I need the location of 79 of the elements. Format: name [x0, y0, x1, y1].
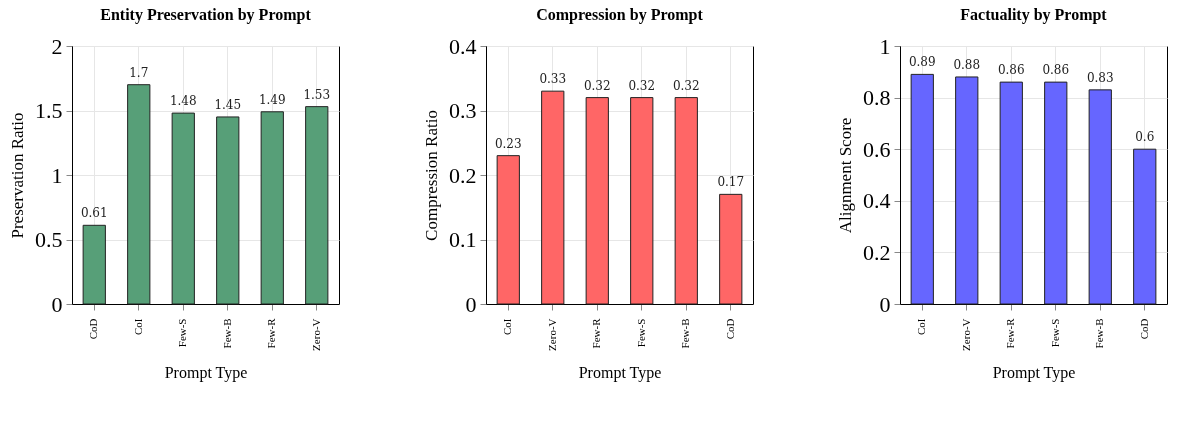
- x-tick-label: Few-R: [1004, 317, 1017, 349]
- data-label: 0.32: [583, 78, 611, 93]
- y-tick-label: 0.1: [449, 227, 477, 252]
- x-axis-title: Prompt Type: [992, 363, 1076, 382]
- x-tick-label: CoD: [87, 318, 100, 340]
- bar: [585, 97, 609, 305]
- x-axis-title: Prompt Type: [578, 363, 662, 382]
- y-tick-label: 0.8: [863, 85, 891, 111]
- data-label: 1.53: [303, 87, 331, 102]
- x-tick-label: Few-R: [265, 317, 278, 349]
- bar: [260, 111, 284, 305]
- x-tick-label: Few-S: [1048, 318, 1061, 348]
- data-label: 0.61: [80, 206, 108, 221]
- y-tick-label: 0.6: [863, 136, 891, 162]
- x-tick-label: CoI: [131, 318, 144, 335]
- y-axis-title: Preservation Ratio: [8, 112, 27, 239]
- x-tick-label: Few-R: [590, 317, 603, 349]
- chart-title: Compression by Prompt: [536, 6, 704, 24]
- y-axis-title: Alignment Score: [836, 117, 855, 234]
- x-tick-label: Few-B: [679, 318, 692, 349]
- x-tick-label: CoD: [1137, 318, 1150, 340]
- x-tick-label: Zero-V: [959, 318, 972, 351]
- y-axis-title: Compression Ratio: [422, 110, 441, 241]
- data-label: 0.88: [953, 57, 981, 72]
- data-label: 0.86: [997, 63, 1025, 78]
- bar: [82, 224, 106, 305]
- y-tick-label: 0: [51, 291, 63, 317]
- y-tick-label: 0.2: [863, 239, 891, 265]
- y-tick-label: 1: [879, 33, 891, 59]
- data-label: 0.32: [672, 78, 700, 93]
- data-label: 1.48: [169, 94, 197, 109]
- bar: [305, 106, 329, 305]
- bar: [630, 97, 654, 305]
- data-label: 0.89: [908, 55, 936, 70]
- data-label: 1.45: [214, 97, 242, 112]
- x-tick-label: CoI: [501, 318, 514, 335]
- data-label: 0.33: [539, 72, 567, 87]
- data-label: 1.7: [129, 65, 149, 80]
- y-tick-label: 0: [465, 291, 477, 317]
- bar: [910, 73, 934, 305]
- data-label: 0.86: [1042, 63, 1070, 78]
- y-tick-label: 0.5: [35, 227, 63, 252]
- y-tick-label: 0.3: [449, 98, 477, 123]
- x-tick-label: Zero-V: [309, 318, 322, 351]
- x-tick-label: Few-S: [634, 318, 647, 348]
- x-tick-label: Zero-V: [545, 318, 558, 351]
- y-tick-label: 0.4: [449, 33, 477, 59]
- data-label: 0.23: [494, 136, 522, 151]
- bar: [1133, 148, 1157, 305]
- bar: [541, 90, 565, 305]
- bar: [955, 76, 979, 305]
- x-tick-label: Few-B: [1093, 318, 1106, 349]
- bar: [496, 155, 520, 305]
- bar: [216, 116, 240, 305]
- bar: [1088, 89, 1112, 305]
- y-tick-label: 0.4: [863, 188, 891, 214]
- data-label: 1.49: [258, 92, 286, 107]
- bar: [127, 84, 151, 305]
- data-label: 0.32: [628, 78, 656, 93]
- data-label: 0.6: [1135, 130, 1155, 145]
- y-tick-label: 0.2: [449, 162, 477, 188]
- bar: [1044, 81, 1068, 305]
- bar: [999, 81, 1023, 305]
- x-tick-label: Few-B: [220, 318, 233, 349]
- bar: [171, 112, 195, 305]
- data-label: 0.83: [1086, 70, 1114, 85]
- x-tick-label: Few-S: [176, 318, 189, 348]
- bar: [719, 193, 743, 305]
- y-tick-label: 2: [51, 33, 63, 59]
- x-tick-label: CoI: [915, 318, 928, 335]
- bar: [674, 97, 698, 305]
- data-label: 0.17: [717, 175, 745, 190]
- x-tick-label: CoD: [723, 318, 736, 340]
- chart-title: Factuality by Prompt: [960, 6, 1108, 24]
- chart-title: Entity Preservation by Prompt: [100, 6, 312, 24]
- x-axis-title: Prompt Type: [164, 363, 248, 382]
- y-tick-label: 1.5: [35, 98, 63, 123]
- y-tick-label: 1: [51, 162, 63, 188]
- y-tick-label: 0: [879, 291, 891, 317]
